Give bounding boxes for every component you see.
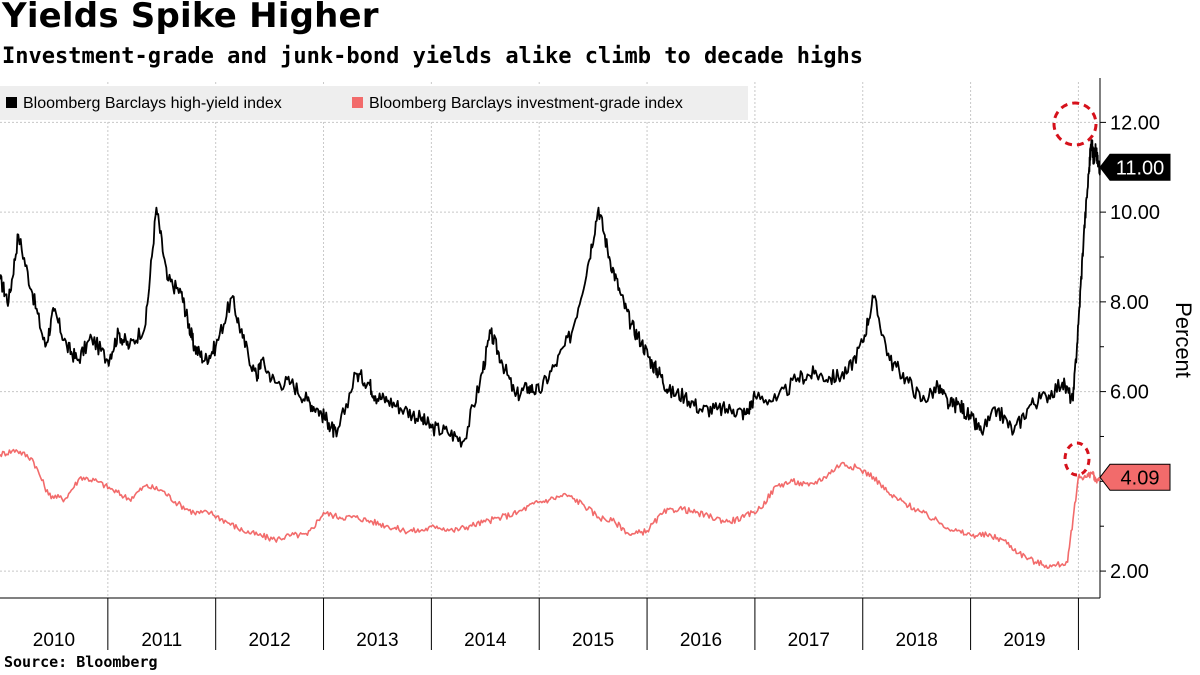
y-axis-label: Percent bbox=[1171, 302, 1196, 378]
legend-background bbox=[0, 86, 748, 120]
investment-grade-last-value-box bbox=[1099, 463, 1171, 491]
source-note: Source: Bloomberg bbox=[4, 653, 158, 671]
chart-title: Yields Spike Higher bbox=[2, 0, 379, 36]
investment-grade-line bbox=[0, 448, 1101, 569]
x-tick-label: 2018 bbox=[896, 630, 938, 651]
x-tick-label: 2016 bbox=[680, 630, 722, 651]
series-lines bbox=[0, 139, 1101, 569]
gridlines bbox=[0, 82, 1100, 598]
y-tick-label: 2.00 bbox=[1110, 561, 1149, 583]
y-tick-label: 6.00 bbox=[1110, 382, 1149, 404]
x-tick-label: 2019 bbox=[1003, 630, 1045, 651]
annotations: 11.00 4.09 bbox=[1052, 101, 1171, 491]
chart-subtitle: Investment-grade and junk-bond yields al… bbox=[2, 44, 863, 69]
legend: Bloomberg Barclays high-yield index Bloom… bbox=[0, 86, 748, 120]
x-tick-label: 2014 bbox=[464, 630, 507, 651]
investment-grade-last-value: 4.09 bbox=[1099, 463, 1171, 491]
high-yield-line bbox=[0, 139, 1101, 448]
y-tick-label: 8.00 bbox=[1110, 292, 1149, 314]
y-tick-label: 12.00 bbox=[1110, 112, 1160, 134]
high-yield-last-value: 11.00 bbox=[1099, 153, 1171, 181]
x-tick-label: 2011 bbox=[141, 630, 182, 651]
x-tick-label: 2015 bbox=[572, 630, 614, 651]
investment-grade-highlight-circle bbox=[1063, 441, 1091, 477]
investment-grade-last-value-label: 4.09 bbox=[1121, 467, 1160, 489]
legend-label-investment-grade: Bloomberg Barclays investment-grade inde… bbox=[369, 95, 683, 112]
high-yield-last-value-label: 11.00 bbox=[1116, 157, 1165, 179]
legend-swatch-high-yield bbox=[6, 97, 17, 108]
y-tick-label: 10.00 bbox=[1110, 202, 1160, 224]
x-tick-label: 2012 bbox=[248, 630, 290, 651]
high-yield-highlight-circle bbox=[1052, 101, 1098, 147]
x-tick-label: 2013 bbox=[356, 630, 398, 651]
axes: 2.00 6.00 8.00 10.00 12.00 2010 2011 2012 2013 20… bbox=[0, 78, 1196, 651]
legend-label-high-yield: Bloomberg Barclays high-yield index bbox=[23, 95, 282, 112]
high-yield-last-value-box bbox=[1099, 153, 1171, 181]
legend-swatch-investment-grade bbox=[352, 97, 363, 108]
x-tick-label: 2010 bbox=[33, 630, 75, 651]
x-tick-label: 2017 bbox=[788, 630, 830, 651]
